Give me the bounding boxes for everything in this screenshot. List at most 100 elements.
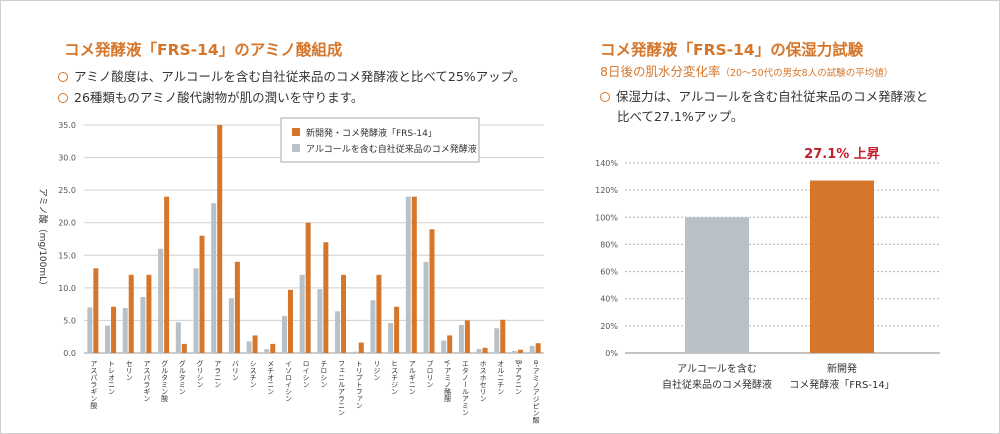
bar-conventional: [122, 308, 128, 353]
x-tick-label: β-アラニン: [514, 360, 522, 395]
y-tick-label: 40%: [600, 295, 618, 304]
bar-frs14: [376, 274, 382, 353]
x-tick-label: α-アミノアジピン酸: [532, 360, 540, 424]
x-tick-label: チロシン: [320, 360, 328, 388]
bar-frs14: [111, 306, 117, 353]
bar-frs14: [447, 335, 453, 353]
subtitle-main: 8日後の肌水分変化率: [600, 64, 721, 79]
amino-bullet-1-text: アミノ酸度は、アルコールを含む自社従来品のコメ発酵液と比べて25%アップ。: [74, 69, 526, 84]
bar-frs14: [270, 343, 276, 353]
x-tick-label: フェニルアラニン: [338, 360, 346, 416]
y-tick-label: 35.0: [58, 121, 76, 130]
bar-conventional: [228, 298, 234, 353]
y-tick-label: 5.0: [63, 316, 76, 325]
bar-frs14: [323, 242, 329, 353]
x-tick-label: アルコールを含む: [677, 362, 757, 375]
legend-swatch-conventional: [292, 144, 300, 152]
bar-conventional: [423, 261, 429, 353]
bar-frs14: [358, 342, 364, 353]
bar-conventional: [511, 351, 517, 353]
bar-frs14: [517, 349, 523, 353]
bar-frs14: [411, 196, 417, 353]
bar-conventional: [281, 315, 287, 353]
bar-frs14: [234, 261, 240, 353]
moisture-chart-title: コメ発酵液「FRS-14」の保湿力試験: [600, 41, 864, 59]
bar-frs14: [429, 229, 435, 353]
x-tick-label: ヒスチジン: [391, 360, 399, 395]
y-tick-label: 120%: [595, 186, 618, 195]
bar-conventional: [264, 349, 270, 353]
y-axis-label: アミノ酸（mg/100mL）: [37, 188, 48, 290]
x-tick-label: トレオニン: [108, 360, 116, 395]
moisture-bullet-text: 保湿力は、アルコールを含む自社従来品のコメ発酵液と: [616, 89, 929, 104]
bar-conventional: [405, 196, 411, 353]
bar-frs14: [128, 274, 134, 353]
y-tick-label: 10.0: [58, 284, 76, 293]
amino-bullet-1: アミノ酸度は、アルコールを含む自社従来品のコメ発酵液と比べて25%アップ。: [58, 66, 525, 85]
legend-box: [280, 117, 480, 163]
x-tick-label: シスチン: [249, 360, 257, 388]
x-tick-label: エタノールアミン: [461, 360, 469, 416]
bar-frs14: [199, 235, 205, 353]
bullet-circle-icon: [600, 92, 610, 102]
moisture-bullet: 保湿力は、アルコールを含む自社従来品のコメ発酵液と: [600, 86, 928, 105]
bar-conventional: [140, 296, 146, 353]
bar-conventional: [87, 307, 93, 353]
y-tick-label: 15.0: [58, 251, 76, 260]
bar-conventional: [529, 345, 535, 353]
bar-frs14: [305, 222, 311, 353]
y-tick-label: 100%: [595, 213, 618, 222]
x-tick-label: メチオニン: [267, 360, 275, 395]
x-tick-label: アルギニン: [408, 360, 416, 395]
bar-conventional: [105, 325, 111, 353]
amino-bullet-2: 26種類ものアミノ酸代謝物が肌の潤いを守ります。: [58, 87, 363, 106]
x-tick-label: 自社従来品のコメ発酵液: [662, 378, 772, 391]
x-tick-label: プロリン: [426, 360, 434, 388]
bar-conventional: [441, 340, 447, 353]
bar-conventional: [494, 328, 500, 353]
x-tick-label: グリシン: [196, 359, 204, 388]
increase-annotation: 27.1% 上昇: [804, 147, 880, 162]
y-tick-label: 80%: [600, 240, 618, 249]
x-tick-label: アスパラギン酸: [90, 360, 98, 410]
bar-frs14: [164, 196, 170, 353]
x-tick-label: アスパラギン: [143, 360, 151, 402]
bar-conventional: [299, 274, 305, 353]
bar-conventional: [246, 341, 252, 353]
x-tick-label: ロイシン: [302, 360, 310, 388]
x-tick-label: グルタミン: [178, 359, 186, 395]
x-tick-label: アラニン: [214, 360, 222, 388]
bar-frs14: [146, 274, 152, 353]
y-tick-label: 25.0: [58, 186, 76, 195]
legend-label-conventional: アルコールを含む自社従来品のコメ発酵液: [306, 143, 477, 155]
bar-frs14: [181, 343, 187, 353]
x-tick-label: イソロイシン: [284, 360, 292, 402]
moisture-bullet-continued: 比べて27.1%アップ。: [617, 109, 744, 124]
bar-frs14: [535, 343, 541, 353]
y-tick-label: 0.0: [63, 349, 76, 358]
amino-chart-title: コメ発酵液「FRS-14」のアミノ酸組成: [64, 41, 343, 59]
bullet-circle-icon: [58, 72, 68, 82]
x-tick-label: セリン: [125, 360, 133, 381]
y-tick-label: 30.0: [58, 154, 76, 163]
y-tick-label: 20%: [600, 322, 618, 331]
x-tick-label: γ-アミノ酪酸: [444, 360, 452, 403]
bar-frs14: [287, 289, 293, 353]
x-tick-label: 新開発: [827, 362, 857, 375]
y-tick-label: 0%: [605, 349, 618, 358]
subtitle-note: （20～50代の男女8人の試験の平均値）: [720, 68, 894, 79]
bar-frs14: [217, 125, 223, 353]
legend-label-frs14: 新開発・コメ発酵液「FRS-14」: [306, 127, 437, 139]
bar-conventional: [370, 300, 376, 353]
bar-conventional: [211, 203, 217, 353]
bar-conventional: [458, 324, 464, 353]
bar-frs14: [464, 320, 470, 353]
x-tick-label: トリプトファン: [355, 360, 363, 409]
amino-bullet-2-text: 26種類ものアミノ酸代謝物が肌の潤いを守ります。: [74, 90, 364, 105]
bar-conventional: [476, 349, 482, 353]
bar-frs14: [394, 306, 400, 353]
x-tick-label: コメ発酵液「FRS-14」: [789, 378, 894, 391]
y-tick-label: 60%: [600, 268, 618, 277]
x-tick-label: グルタミン酸: [161, 359, 169, 403]
